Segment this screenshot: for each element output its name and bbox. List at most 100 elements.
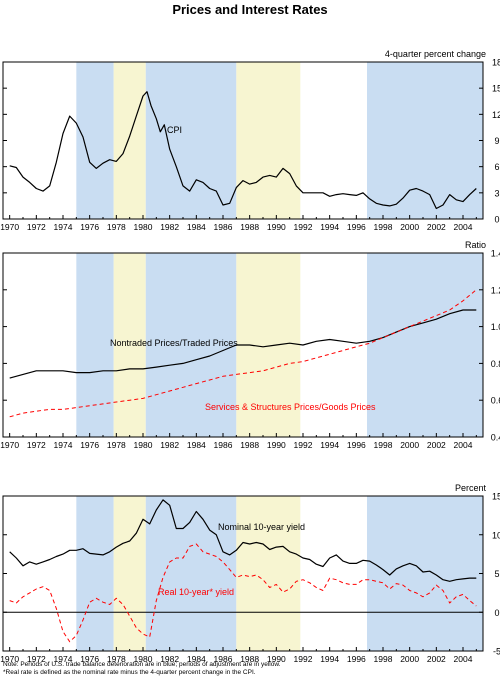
x-tick-label: 1980 <box>134 222 153 232</box>
x-tick-label: 1970 <box>0 440 19 450</box>
x-tick-label: 1994 <box>320 654 339 664</box>
y-tick-label: 18 <box>492 58 500 68</box>
x-tick-label: 1978 <box>107 222 126 232</box>
chart-note: Note: Periods of U.S. trade balance dete… <box>3 661 497 676</box>
y-tick-label: 10 <box>492 530 500 540</box>
x-tick-label: 1970 <box>0 222 19 232</box>
x-tick-label: 1978 <box>107 440 126 450</box>
x-tick-label: 1978 <box>107 654 126 664</box>
x-tick-label: 1972 <box>27 654 46 664</box>
deterioration-band <box>145 62 237 219</box>
y-axis-label: Ratio <box>465 240 486 250</box>
x-tick-label: 1996 <box>347 654 366 664</box>
adjustment-band <box>113 62 146 219</box>
y-tick-label: 0.4 <box>491 433 500 443</box>
x-tick-label: 1972 <box>27 440 46 450</box>
x-tick-label: 2000 <box>400 654 419 664</box>
y-tick-label: 3 <box>494 188 499 198</box>
y-tick-label: 12 <box>492 110 500 120</box>
x-tick-label: 1970 <box>0 654 19 664</box>
x-tick-label: 1984 <box>187 222 206 232</box>
series-line <box>9 91 477 210</box>
series-label: Nominal 10-year yield <box>218 522 305 532</box>
x-tick-label: 2004 <box>454 440 473 450</box>
x-tick-label: 1988 <box>240 440 259 450</box>
x-tick-label: 1976 <box>80 654 99 664</box>
note-text: Note: Periods of U.S. trade balance dete… <box>3 661 281 668</box>
adjustment-band <box>236 496 301 651</box>
x-tick-label: 1990 <box>267 440 286 450</box>
x-tick-label: 1986 <box>214 440 233 450</box>
x-tick-label: 1996 <box>347 440 366 450</box>
y-tick-label: 0.6 <box>491 396 500 406</box>
x-tick-label: 2004 <box>454 222 473 232</box>
x-tick-label: 2002 <box>427 222 446 232</box>
y-tick-label: 1.4 <box>491 249 500 259</box>
x-tick-label: 1996 <box>347 222 366 232</box>
series-line <box>9 543 477 643</box>
x-tick-label: 1992 <box>294 654 313 664</box>
x-tick-label: 1982 <box>160 440 179 450</box>
x-tick-label: 1984 <box>187 440 206 450</box>
chart-title: Prices and Interest Rates <box>172 2 328 17</box>
y-tick-label: 0.8 <box>491 359 500 369</box>
y-tick-label: 15 <box>492 492 500 502</box>
adjustment-band <box>113 496 146 651</box>
deterioration-band <box>367 496 483 651</box>
deterioration-band <box>145 496 237 651</box>
x-tick-label: 2002 <box>427 440 446 450</box>
x-tick-label: 1988 <box>240 222 259 232</box>
x-tick-label: 1982 <box>160 222 179 232</box>
x-tick-label: 1990 <box>267 654 286 664</box>
y-tick-label: 0 <box>494 608 499 618</box>
y-tick-label: 9 <box>494 136 499 146</box>
y-tick-label: 1.0 <box>491 322 500 332</box>
x-tick-label: 1998 <box>374 440 393 450</box>
y-tick-label: 15 <box>492 84 500 94</box>
deterioration-band <box>367 62 483 219</box>
x-tick-label: 1976 <box>80 222 99 232</box>
x-tick-label: 1974 <box>54 222 73 232</box>
adjustment-band <box>113 253 146 437</box>
plot-frame <box>2 252 484 438</box>
y-axis-label: Percent <box>455 483 487 493</box>
adjustment-band <box>236 62 301 219</box>
y-tick-label: 6 <box>494 162 499 172</box>
x-tick-label: 1986 <box>214 654 233 664</box>
series-label: Real 10-year* yield <box>158 587 234 597</box>
x-tick-label: 1986 <box>214 222 233 232</box>
deterioration-band <box>76 253 114 437</box>
x-tick-label: 2000 <box>400 222 419 232</box>
y-tick-label: 5 <box>494 569 499 579</box>
deterioration-band <box>367 253 483 437</box>
y-axis-label: 4-quarter percent change <box>385 49 486 59</box>
x-tick-label: 1990 <box>267 222 286 232</box>
x-tick-label: 1974 <box>54 440 73 450</box>
series-label: Nontraded Prices/Traded Prices <box>110 338 238 348</box>
series-line <box>9 499 477 582</box>
x-tick-label: 1998 <box>374 222 393 232</box>
x-tick-label: 1984 <box>187 654 206 664</box>
x-tick-label: 1992 <box>294 440 313 450</box>
x-tick-label: 1994 <box>320 222 339 232</box>
x-tick-label: 1994 <box>320 440 339 450</box>
x-tick-label: 1982 <box>160 654 179 664</box>
series-label: Services & Structures Prices/Goods Price… <box>205 402 376 412</box>
series-label: CPI <box>167 125 182 135</box>
x-tick-label: 2002 <box>427 654 446 664</box>
x-tick-label: 1980 <box>134 440 153 450</box>
x-tick-label: 1974 <box>54 654 73 664</box>
x-tick-label: 1988 <box>240 654 259 664</box>
x-tick-label: 1980 <box>134 654 153 664</box>
footnote-text: *Real rate is defined as the nominal rat… <box>3 668 256 676</box>
series-line <box>9 289 477 418</box>
deterioration-band <box>145 253 237 437</box>
x-tick-label: 2000 <box>400 440 419 450</box>
deterioration-band <box>76 62 114 219</box>
y-tick-label: 0 <box>494 215 499 225</box>
x-tick-label: 1972 <box>27 222 46 232</box>
x-tick-label: 1998 <box>374 654 393 664</box>
x-tick-label: 2004 <box>454 654 473 664</box>
